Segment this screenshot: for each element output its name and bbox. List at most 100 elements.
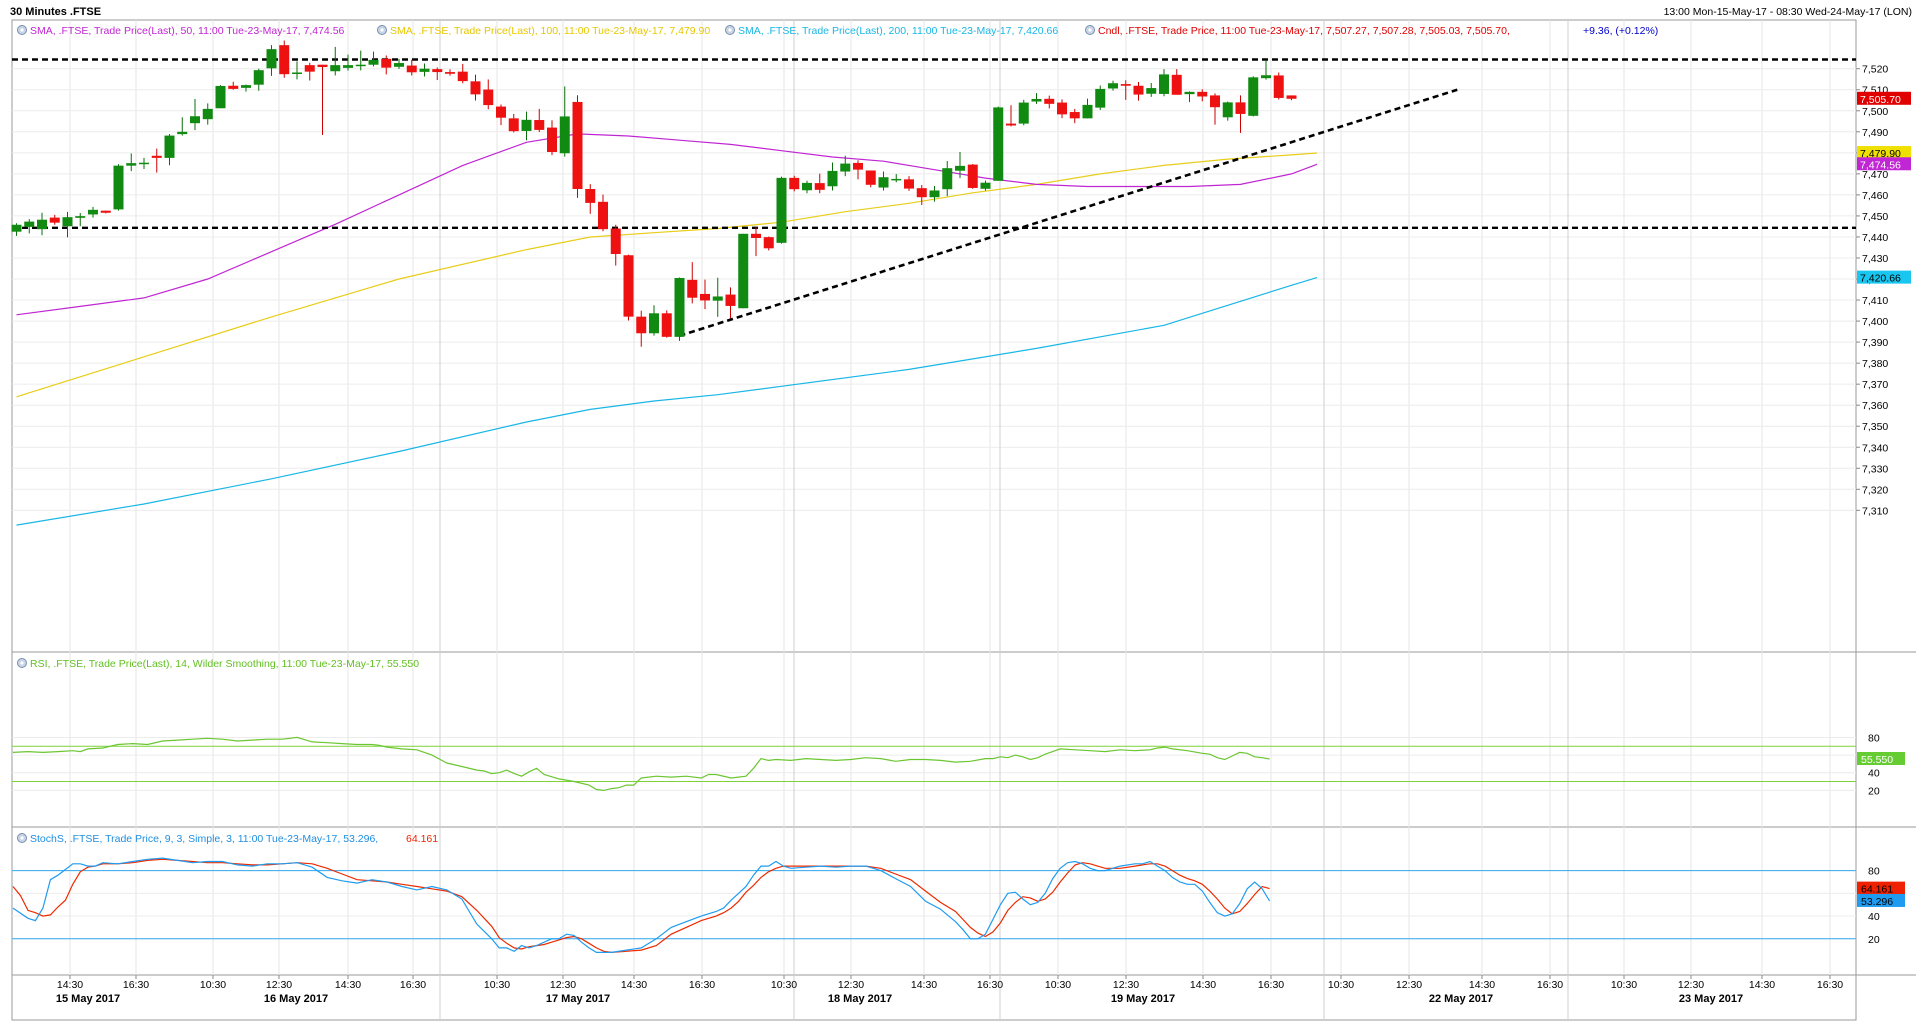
- candle-body: [1273, 75, 1284, 98]
- candle-body: [534, 120, 545, 130]
- x-axis-time-label: 16:30: [123, 979, 149, 991]
- legend-settings-icon[interactable]: [725, 25, 735, 35]
- price-axis-tick-label: 7,350: [1862, 421, 1888, 433]
- candle-body: [37, 219, 47, 230]
- x-axis-time-label: 10:30: [1611, 979, 1637, 991]
- candle-body: [687, 279, 698, 298]
- sma-200-line: [16, 277, 1318, 526]
- price-axis-tick-label: 7,410: [1862, 295, 1888, 307]
- price-axis-tick-label: 7,430: [1862, 253, 1888, 265]
- candle-body: [88, 209, 98, 215]
- x-axis-time-label: 14:30: [621, 979, 647, 991]
- gridlines: [12, 20, 1856, 1020]
- stoch-axis-tick-label: 80: [1868, 866, 1880, 878]
- candle-body: [1006, 123, 1016, 126]
- candle-body: [1018, 102, 1029, 124]
- candle-body: [1095, 88, 1106, 108]
- candle-body: [432, 69, 443, 73]
- price-legend-sma100: SMA, .FTSE, Trade Price(Last), 100, 11:0…: [390, 25, 710, 37]
- x-axis-time-label: 10:30: [200, 979, 226, 991]
- candle-body: [406, 65, 417, 73]
- candle-body: [1235, 102, 1246, 114]
- stoch-tag-box: [1857, 881, 1905, 895]
- candle-body: [1120, 84, 1131, 86]
- candle-body: [942, 168, 953, 190]
- candle-body: [304, 65, 315, 72]
- candle-body: [113, 165, 124, 210]
- price-axis-tick-label: 7,320: [1862, 484, 1888, 496]
- stoch-k-line: [12, 857, 1271, 953]
- x-axis-time-label: 16:30: [977, 979, 1003, 991]
- candle-body: [139, 162, 149, 165]
- price-axis-tick-label: 7,460: [1862, 190, 1888, 202]
- legend-icon-dot: [20, 661, 24, 665]
- candle-body: [279, 45, 290, 75]
- price-legend-change: +9.36, (+0.12%): [1583, 25, 1658, 37]
- candle-body: [955, 165, 965, 171]
- price-tag-label: 7,474.56: [1860, 159, 1901, 171]
- x-axis-time-label: 12:30: [1396, 979, 1422, 991]
- stoch-legend-d-value: 64.161: [406, 833, 438, 845]
- sma-100-line: [16, 152, 1318, 398]
- x-axis-time-label: 16:30: [1537, 979, 1563, 991]
- candle-body: [725, 294, 736, 306]
- candle-body: [967, 164, 978, 188]
- candle-body: [75, 216, 86, 218]
- candle-body: [840, 163, 851, 172]
- candle-body: [1146, 88, 1157, 94]
- legend-settings-icon[interactable]: [17, 25, 27, 35]
- legend-settings-icon[interactable]: [377, 25, 387, 35]
- price-tag: 7,420.66: [1857, 270, 1911, 285]
- legend-settings-icon[interactable]: [17, 833, 27, 843]
- candle-body: [1069, 112, 1080, 119]
- candle-body: [559, 116, 570, 154]
- price-axis-tick-label: 7,400: [1862, 316, 1888, 328]
- price-tag-box: [1857, 157, 1911, 171]
- candle-body: [916, 188, 927, 198]
- x-axis-date-label: 15 May 2017: [56, 993, 120, 1005]
- candle-body: [1159, 74, 1169, 94]
- candle-body: [827, 170, 838, 187]
- x-axis-time-label: 14:30: [57, 979, 83, 991]
- x-axis-time-label: 12:30: [1678, 979, 1704, 991]
- legend-icon-dot: [20, 836, 24, 840]
- x-axis-time-label: 14:30: [335, 979, 361, 991]
- x-axis-time-label: 10:30: [484, 979, 510, 991]
- legend-settings-icon[interactable]: [1085, 25, 1095, 35]
- stoch-tag-label: 64.161: [1861, 884, 1893, 896]
- candle-body: [1031, 98, 1042, 102]
- price-axis-tick-label: 7,370: [1862, 379, 1888, 391]
- candle-body: [330, 65, 341, 72]
- x-axis-time-label: 14:30: [1749, 979, 1775, 991]
- candle-body: [1133, 85, 1144, 95]
- price-tag: 7,505.70: [1857, 91, 1911, 106]
- legend-icon-dot: [380, 28, 384, 32]
- candle-body: [1184, 91, 1195, 95]
- trendline: [679, 88, 1458, 338]
- price-legend-sma200: SMA, .FTSE, Trade Price(Last), 200, 11:0…: [738, 25, 1058, 37]
- legends: SMA, .FTSE, Trade Price(Last), 50, 11:00…: [17, 25, 1658, 845]
- candle-body: [215, 85, 226, 109]
- price-tag-box: [1857, 91, 1911, 105]
- legend-settings-icon[interactable]: [17, 658, 27, 668]
- price-tag-label: 7,420.66: [1860, 273, 1901, 285]
- x-axis-time-label: 14:30: [1469, 979, 1495, 991]
- x-axis-time-label: 12:30: [266, 979, 292, 991]
- date-range-label: 13:00 Mon-15-May-17 - 08:30 Wed-24-May-1…: [1664, 6, 1912, 18]
- price-tag: 7,479.90: [1857, 146, 1911, 160]
- candle-body: [496, 106, 506, 118]
- stoch-legend: StochS, .FTSE, Trade Price, 9, 3, Simple…: [30, 833, 378, 845]
- legend-icon-dot: [20, 28, 24, 32]
- candle-body: [865, 170, 876, 185]
- x-axis-date-label: 16 May 2017: [264, 993, 328, 1005]
- rsi-axis-tick-label: 20: [1868, 785, 1880, 797]
- price-tag-box: [1857, 146, 1911, 160]
- candle-body: [177, 131, 188, 135]
- x-axis-date-label: 17 May 2017: [546, 993, 610, 1005]
- x-axis-time-label: 12:30: [550, 979, 576, 991]
- candle-body: [1197, 91, 1208, 97]
- candle-body: [993, 107, 1004, 181]
- candle-body: [776, 177, 787, 243]
